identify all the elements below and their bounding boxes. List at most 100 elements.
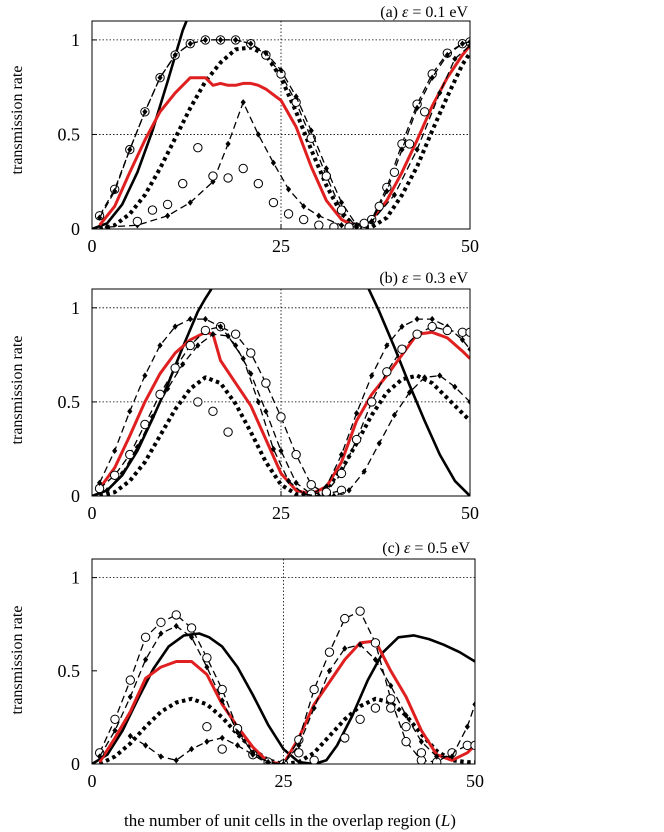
panel-a-plot: 0 25 50 0 0.5 1 [58, 20, 479, 256]
panel-b-dashed-diamonds-upper-point-22 [429, 315, 435, 323]
panel-b-dashed-circles-right-point-8 [427, 321, 437, 332]
panel-b-dashed-diamonds-lower-point-11 [270, 445, 277, 453]
panel-c-dashed-diamonds-point-14 [311, 704, 317, 712]
panel-c-dashed-circles-point-1 [110, 714, 120, 724]
panel-a-dashed-diamonds-upper-point-6 [187, 40, 193, 47]
panel-a-ytick-label: 0.5 [58, 124, 81, 144]
panel-b-dashed-diamonds-upper-point-3 [142, 372, 148, 379]
panel-a-dashed-diamonds-lower-point-3 [187, 199, 193, 206]
panel-c-dashed-circles-point-2 [125, 675, 136, 685]
panel-b-dashed-diamonds-upper-point-18 [369, 372, 375, 379]
panel-c-dashed-diamonds-point-24 [464, 723, 470, 730]
panel-c: transmission rate (c) ε = 0.5 eV 0 25 5000… [9, 540, 484, 791]
panel-a-open-circles-lower-point-6 [223, 173, 233, 183]
panel-c-dashed-diamonds-low-point-8 [250, 751, 256, 758]
panel-c-open-circles-low-point-0 [202, 722, 212, 732]
panel-a-open-circles-lower-point-17 [389, 167, 400, 177]
panel-b: transmission rate (b) ε = 0.3 eV 0 25 5000… [9, 270, 479, 523]
panel-a-dashed-diamonds-upper-point-11 [263, 49, 269, 57]
panel-b-dashed-diamonds-upper-point-9 [233, 342, 239, 349]
panel-b-solid-black-1-line [92, 289, 213, 496]
panel-a-dashed-diamonds-upper-point-20 [399, 146, 405, 153]
panel-a-dashed-diamonds-lower-point-11 [316, 212, 322, 219]
panel-a-dashed-circles-upper-line [99, 39, 470, 228]
panel-a-dashed-diamonds-lower-point-13 [354, 223, 360, 229]
panel-a-dashed-diamonds-lower-point-6 [240, 99, 246, 106]
panel-b-dashed-circles-right-point-7 [412, 329, 422, 339]
panel-b-dashed-circles-left-point-2 [125, 449, 135, 460]
panel-a-ylabel: transmission rate [9, 66, 26, 175]
panel-b-dashed-diamonds-lower-point-15 [331, 492, 337, 496]
panel-b-dashed-diamonds-lower-point-3 [149, 413, 156, 421]
panel-b-dashed-diamonds-upper-point-8 [217, 323, 224, 330]
panel-a-ytick-label: 0 [71, 219, 80, 239]
panel-a-dashed-diamonds-upper-point-10 [248, 40, 254, 47]
panel-c-open-circles-low-point-4 [340, 733, 350, 743]
panel-b-dashed-circles-left-point-13 [291, 449, 301, 460]
panel-b-dashed-circles-right-point-5 [382, 367, 392, 377]
panel-a-open-circles-lower-point-1 [147, 205, 158, 215]
panel-c-dashed-circles-point-17 [355, 606, 365, 616]
panel-b-dashed-circles-left-point-9 [230, 329, 241, 339]
panel-c-dashed-circles-point-8 [217, 684, 227, 695]
panel-b-dashed-diamonds-lower-point-21 [422, 374, 428, 381]
panel-b-dashed-diamonds-lower-point-10 [255, 398, 261, 406]
panel-a-open-circles-lower-point-7 [238, 163, 248, 174]
panel-c-dashed-circles-point-6 [186, 623, 197, 633]
panel-a-dashed-diamonds-lower-point-16 [414, 146, 420, 153]
panel-c-dashed-diamonds-point-16 [342, 645, 348, 652]
panel-a-dashed-diamonds-lower-point-2 [165, 212, 171, 219]
panel-c-dashed-circles-point-15 [324, 647, 335, 657]
panel-c-dashed-diamonds-point-1 [112, 727, 118, 734]
panel-c-red-line [98, 639, 475, 764]
panel-b-dashed-circles-left-line [99, 325, 342, 495]
panel-b-dashed-diamonds-lower-point-4 [165, 385, 171, 392]
panel-a-solid-black-line [92, 21, 188, 229]
panel-b-dashed-diamonds-lower-point-18 [376, 440, 382, 447]
panel-c-ytick-label: 0 [71, 754, 80, 774]
panel-a-dashed-diamonds-upper-point-3 [142, 108, 148, 115]
panel-c-ylabel: transmission rate [9, 606, 26, 715]
panel-b-dashed-diamonds-lower-point-7 [210, 330, 216, 338]
panel-a-dashed-diamonds-upper-point-7 [202, 36, 208, 44]
panel-a-dashed-diamonds-lower-point-15 [391, 191, 397, 199]
panel-b-dashed-diamonds-upper-point-19 [384, 342, 390, 349]
panel-b-dashed-diamonds-lower-point-2 [134, 443, 140, 451]
panel-b-dashed-circles-left-point-12 [276, 412, 286, 422]
panel-a-open-circles-lower-point-16 [374, 201, 384, 212]
panel-c-dashed-diamonds-point-0 [97, 753, 103, 760]
panel-a-ytick-label: 1 [71, 30, 80, 50]
panel-c-dashed-diamonds-point-17 [357, 641, 363, 648]
panel-a-dashed-diamonds-lower-point-8 [270, 159, 277, 167]
panel-c-solid-black-line [92, 632, 475, 764]
panel-c-dashed-diamonds-low-point-1 [143, 742, 149, 749]
panel-c-title: (c) ε = 0.5 eV [382, 540, 470, 557]
panel-a-dashed-diamonds-upper-point-14 [308, 127, 314, 134]
panel-c-ytick-label: 1 [71, 568, 80, 588]
panel-a-series [92, 21, 470, 229]
panel-c-dashed-diamonds-point-2 [127, 693, 133, 701]
panel-c-dashed-diamonds-point-21 [418, 738, 424, 745]
panel-a-dashed-diamonds-lower-point-19 [467, 42, 470, 49]
panel-c-dashed-diamonds-point-23 [449, 753, 455, 760]
panel-a-dashed-diamonds-upper-point-13 [293, 93, 299, 100]
panel-a-red-line [98, 44, 470, 229]
panel-a-dashed-diamonds-upper-line [99, 39, 470, 226]
panel-c-dashed-circles-point-19 [386, 694, 396, 704]
panel-b-ytick-label: 1 [71, 298, 80, 318]
panel-a-dashed-diamonds-upper-point-9 [233, 36, 239, 44]
panel-b-dashed-diamonds-upper-point-1 [112, 447, 118, 455]
panel-a-title: (a) ε = 0.1 eV [380, 4, 468, 21]
panel-b-ylabel: transmission rate [9, 336, 26, 445]
panel-c-dashed-diamonds-low-point-5 [204, 738, 210, 745]
panel-b-open-circles-mid-point-1 [208, 406, 218, 417]
panel-c-dashed-circles-point-16 [340, 613, 350, 624]
panel-b-dashed-diamonds-lower-point-6 [195, 342, 201, 349]
panel-b-solid-black-2-line [367, 289, 470, 496]
panel-a-dashed-diamonds-lower-point-12 [338, 222, 345, 229]
panel-a-dashed-circles-upper-point-15 [321, 171, 332, 181]
panel-b-dashed-diamonds-lower-point-1 [119, 470, 125, 477]
panel-b-dashed-diamonds-upper-point-24 [459, 336, 466, 344]
panel-b-dashed-diamonds-upper-point-17 [354, 410, 360, 417]
panel-a-dashed-diamonds-upper-point-22 [429, 74, 435, 81]
